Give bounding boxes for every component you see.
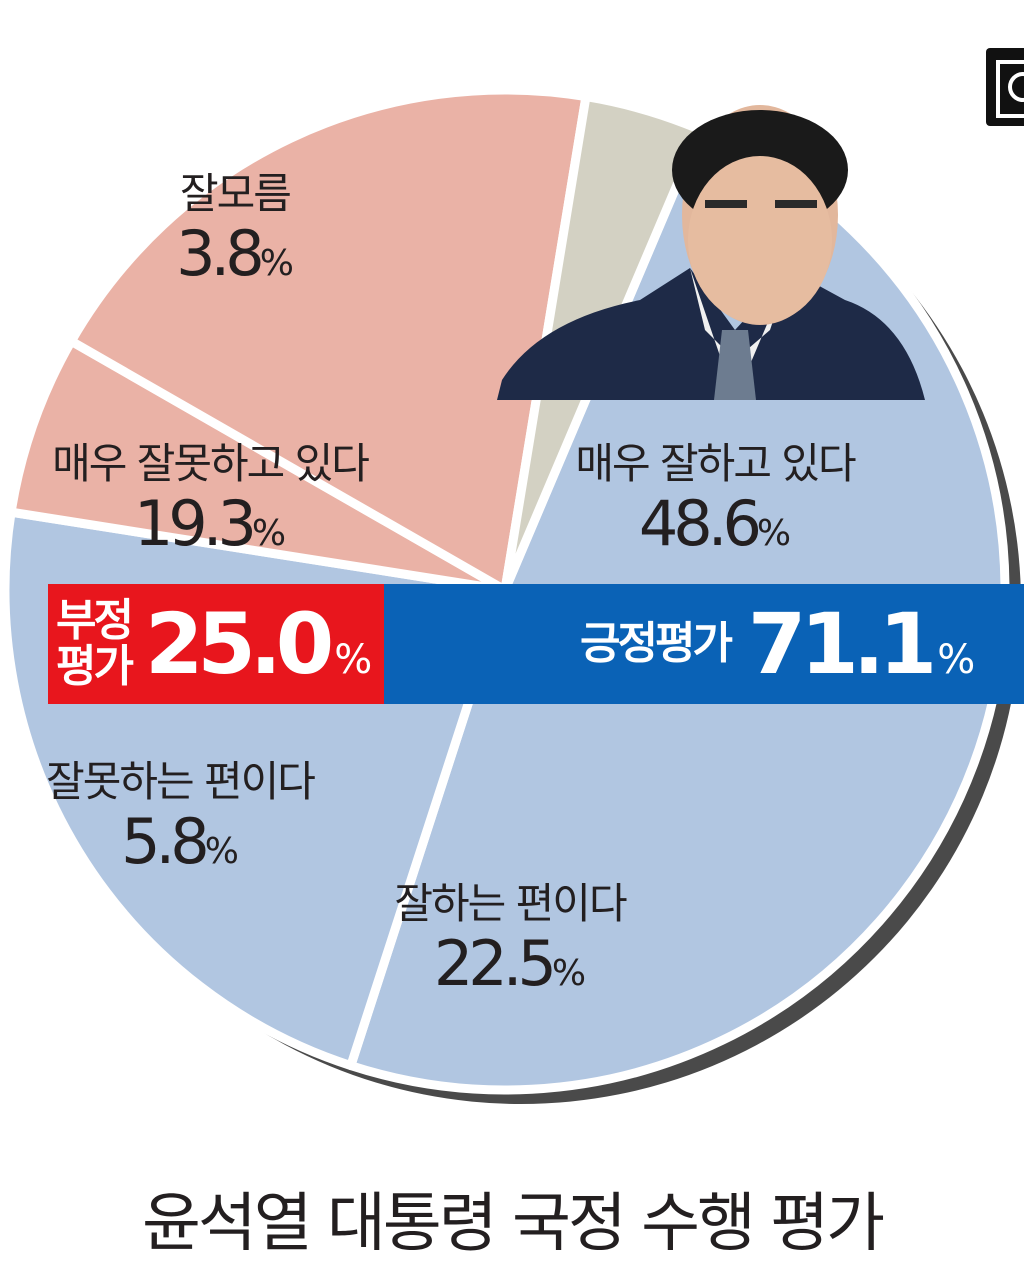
slice-label-unknown: 잘모름 3.8%	[150, 160, 320, 286]
negative-total-band: 부정 평가 25.0 %	[48, 584, 384, 704]
positive-total-band: 긍정평가 71.1 %	[384, 584, 1024, 704]
slice-value: 48.6%	[638, 487, 792, 560]
slice-value: 5.8%	[121, 805, 239, 878]
slice-label-bad: 잘못하는 편이다 5.8%	[10, 748, 350, 874]
slice-label-very-good: 매우 잘하고 있다 48.6%	[530, 430, 900, 556]
positive-caption: 긍정평가	[580, 617, 733, 669]
camera-icon	[986, 48, 1024, 126]
slice-value: 19.3%	[133, 487, 287, 560]
positive-value: 71.1 %	[747, 595, 976, 693]
slice-name: 잘모름	[180, 169, 292, 218]
slice-label-very-bad: 매우 잘못하고 있다 19.3%	[20, 430, 400, 556]
pie-slice	[66, 85, 591, 595]
portrait-photo	[497, 105, 925, 400]
chart-title: 윤석열 대통령 국정 수행 평가	[142, 1187, 885, 1261]
slice-value: 22.5%	[433, 927, 587, 1000]
slice-value: 3.8%	[176, 217, 294, 290]
negative-value: 25.0 %	[144, 595, 373, 693]
slice-label-good: 잘하는 편이다 22.5%	[350, 870, 670, 996]
slice-name: 매우 잘못하고 있다	[52, 439, 370, 488]
negative-caption: 부정 평가	[56, 594, 134, 692]
slice-name: 매우 잘하고 있다	[575, 439, 856, 488]
slice-name: 잘하는 편이다	[394, 879, 627, 928]
pie-slice	[6, 336, 510, 595]
slice-name: 잘못하는 편이다	[46, 757, 316, 806]
